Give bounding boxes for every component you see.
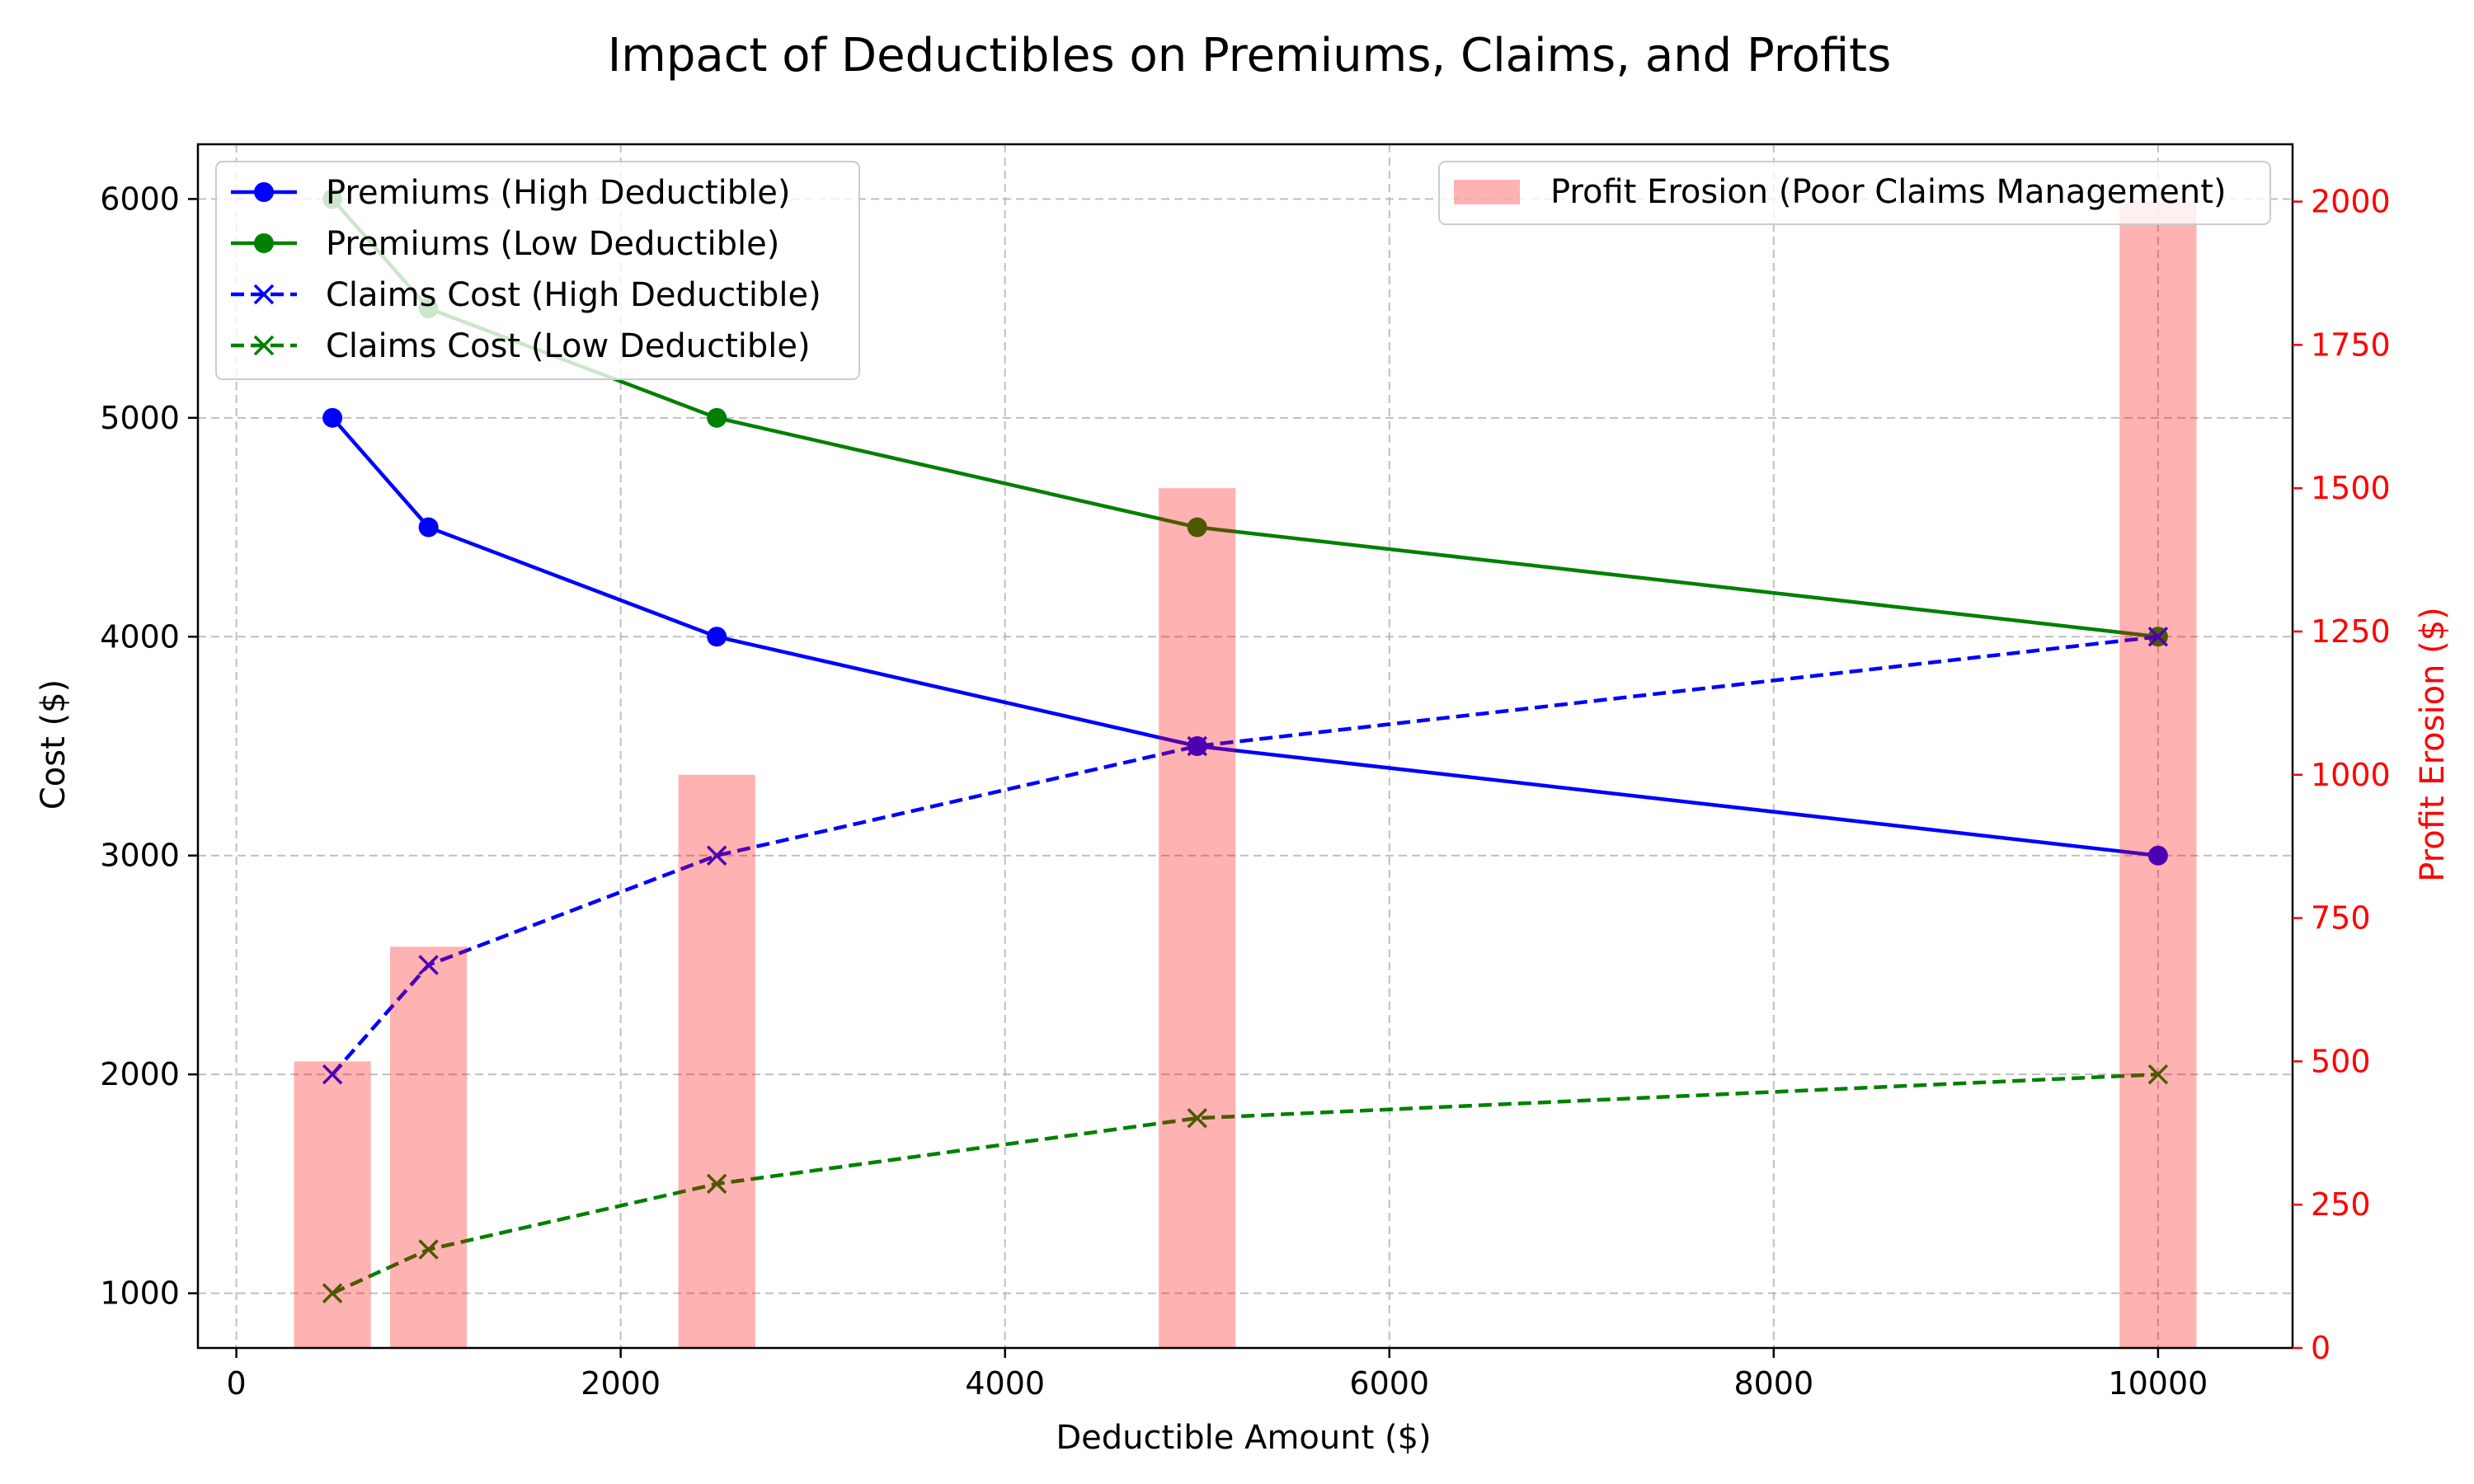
bar (678, 774, 755, 1348)
marker-x-stroke (2147, 627, 2169, 647)
x-tick-label: 10000 (2108, 1365, 2208, 1402)
data-point (706, 845, 727, 866)
y-axis-ticks: 1000 2000 3000 4000 5000 6000 (100, 181, 198, 1312)
y-right-tick-label: 1250 (2311, 613, 2391, 650)
data-point (2147, 1064, 2169, 1085)
y-right-tick-label: 1750 (2311, 326, 2391, 363)
bar (294, 1061, 371, 1348)
data-point (322, 407, 343, 428)
y-right-tick-label: 500 (2311, 1043, 2371, 1079)
bar-group (294, 201, 2197, 1349)
plot-area: 0 2000 4000 6000 8000 10000100020003000400050… (100, 143, 2391, 1402)
x-tick-label: 8000 (1733, 1365, 1813, 1402)
marker-x-stroke (2147, 1064, 2169, 1085)
data-point (706, 1173, 727, 1195)
y-axis-right-label: Profit Erosion ($) (2414, 607, 2452, 882)
data-point (707, 407, 727, 428)
y-tick-label: 5000 (100, 400, 180, 436)
x-tick-label: 4000 (965, 1365, 1045, 1402)
legend-swatch-marker (253, 284, 275, 305)
marker-x-stroke (322, 1064, 343, 1085)
legend-label: Claims Cost (Low Deductible) (326, 327, 811, 365)
marker-x-stroke (1187, 735, 1207, 757)
legend-box (215, 161, 860, 380)
y-right-tick-label: 250 (2311, 1186, 2371, 1223)
legend-item: Claims Cost (Low Deductible) (231, 327, 811, 365)
marker-x-stroke (418, 955, 439, 975)
data-point (418, 517, 439, 538)
y-tick-label: 2000 (100, 1056, 180, 1092)
data-point (1187, 735, 1207, 757)
series-line (332, 1072, 2158, 1295)
y-right-tick-label: 1500 (2311, 470, 2391, 506)
marker-x-stroke (706, 1173, 727, 1195)
legend-item: Premiums (High Deductible) (231, 174, 790, 212)
legend-label: Claims Cost (High Deductible) (326, 276, 821, 314)
legend-label: Profit Erosion (Poor Claims Management) (1550, 173, 2227, 211)
legend-left: Premiums (High Deductible) Premiums (Low … (215, 161, 860, 380)
legend-label: Premiums (High Deductible) (326, 174, 790, 212)
legend-swatch-bar (1454, 180, 1520, 204)
data-point (322, 1064, 343, 1085)
data-point (707, 627, 727, 647)
data-point (2147, 845, 2168, 866)
y-tick-label: 3000 (100, 838, 180, 874)
marker-x-stroke (1187, 1108, 1207, 1129)
y-axis-right-ticks: 0 250 500 750 1000 1250 1500 1750 2000 (2293, 184, 2391, 1366)
y-right-tick-label: 1000 (2311, 757, 2391, 793)
y-tick-label: 1000 (100, 1275, 180, 1312)
data-point (1187, 517, 1207, 538)
marker-x-stroke (322, 1283, 343, 1303)
legend-right: Profit Erosion (Poor Claims Management) (1438, 161, 2271, 225)
y-axis-label: Cost ($) (35, 679, 73, 810)
legend-label: Premiums (Low Deductible) (326, 225, 779, 263)
y-tick-label: 6000 (100, 181, 180, 217)
marker-x-stroke (418, 1239, 439, 1260)
legend-box (1438, 161, 2271, 225)
y-right-tick-label: 2000 (2311, 184, 2391, 220)
plot-frame (196, 143, 2294, 1350)
series-line (331, 635, 2159, 1076)
y-right-tick-label: 0 (2311, 1330, 2331, 1366)
data-point (2147, 627, 2169, 647)
y-right-tick-label: 750 (2311, 900, 2371, 937)
legend-item: Premiums (Low Deductible) (231, 225, 779, 263)
x-tick-label: 6000 (1349, 1365, 1429, 1402)
bar (2119, 201, 2197, 1348)
legend-swatch-marker (254, 182, 274, 202)
data-point (418, 1239, 439, 1260)
x-tick-label: 2000 (581, 1365, 661, 1402)
bar (390, 946, 468, 1348)
x-axis-label: Deductible Amount ($) (1056, 1419, 1431, 1457)
data-point (322, 1283, 343, 1303)
x-axis-ticks: 0 2000 4000 6000 8000 10000 (227, 1348, 2208, 1402)
data-point (1187, 1108, 1207, 1129)
bar (1159, 488, 1236, 1349)
x-tick-label: 0 (227, 1365, 247, 1402)
data-point (418, 955, 439, 975)
legend-item: Claims Cost (High Deductible) (231, 276, 821, 314)
y-tick-label: 4000 (100, 618, 180, 655)
chart-title: Impact of Deductibles on Premiums, Claim… (608, 29, 1892, 82)
marker-x-stroke (706, 845, 727, 866)
legend-swatch-marker (253, 335, 275, 356)
legend-swatch-marker (254, 233, 274, 253)
